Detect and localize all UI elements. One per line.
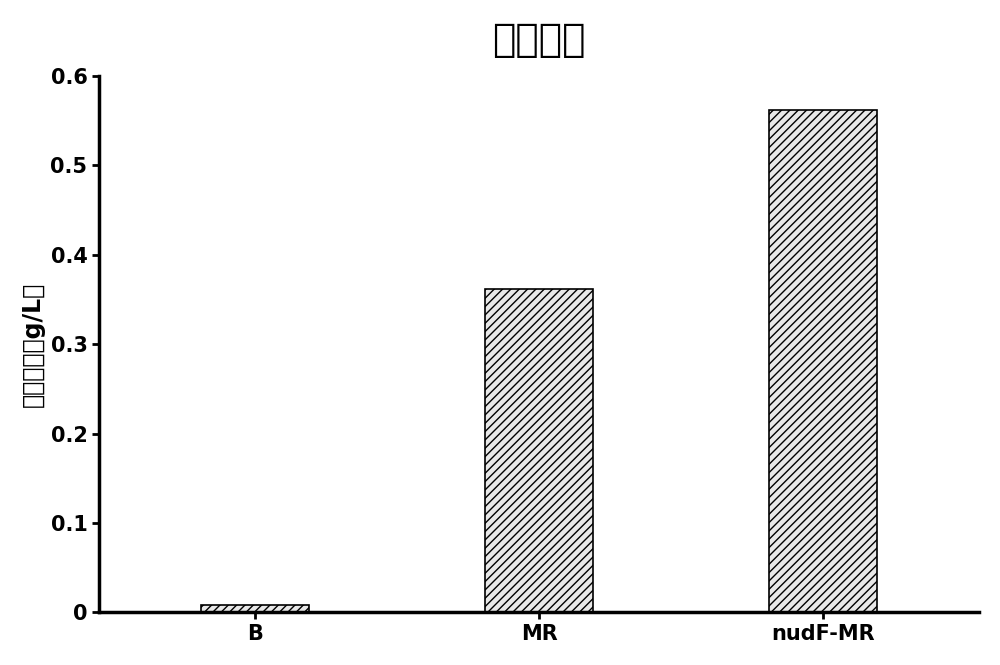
Bar	[485, 289, 593, 612]
Y-axis label: 甲醇消耗（g/L）: 甲醇消耗（g/L）	[21, 281, 45, 407]
Bar	[201, 605, 309, 612]
Title: 甲醇消耗: 甲醇消耗	[492, 21, 586, 59]
Bar	[769, 110, 877, 612]
